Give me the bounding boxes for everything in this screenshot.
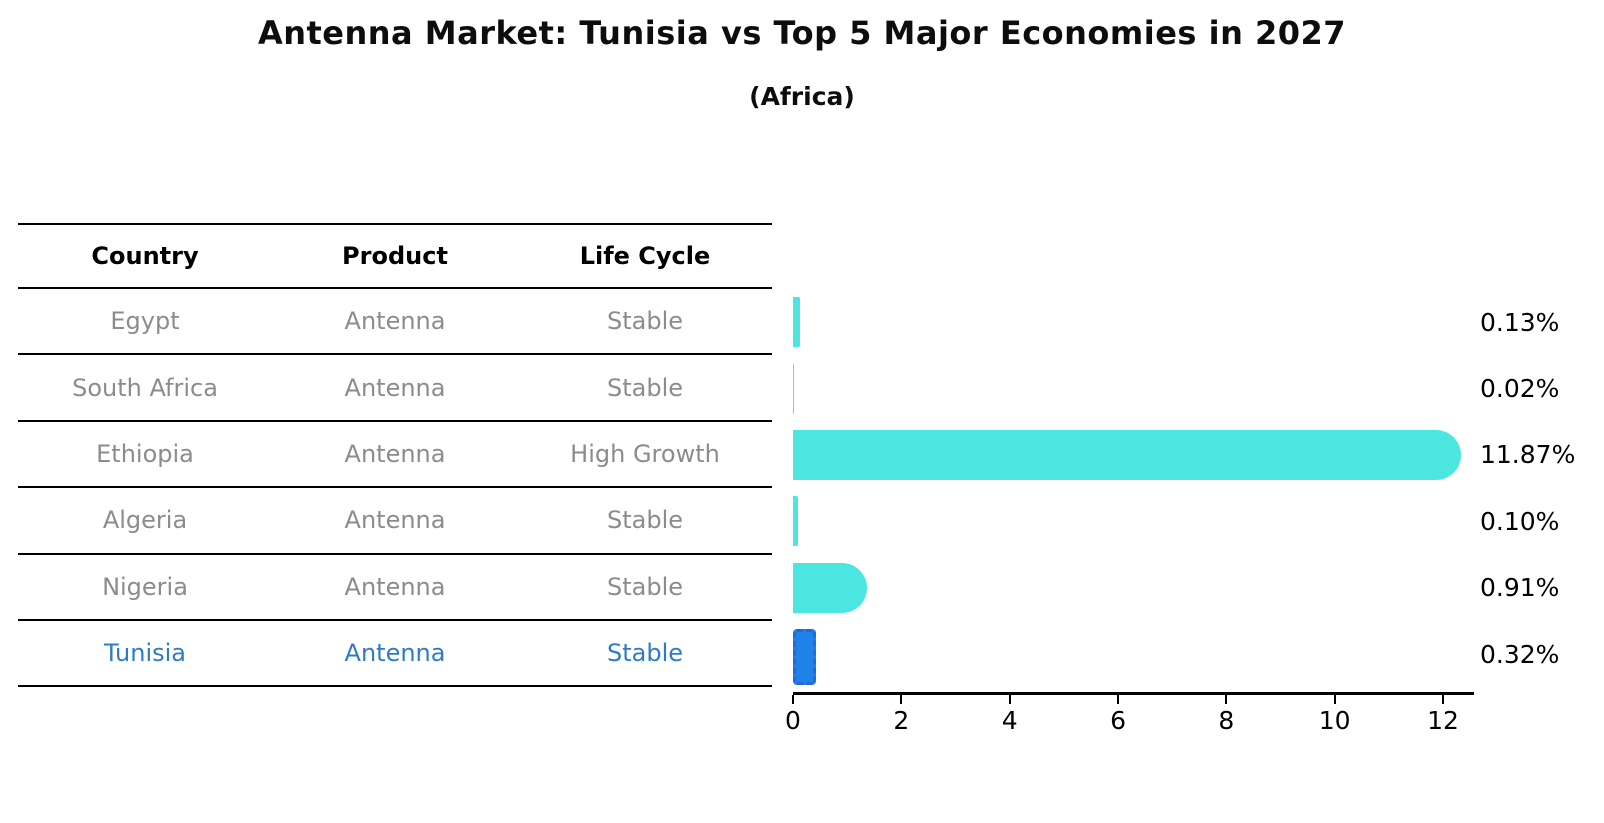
bar-value-label: 11.87% — [1480, 440, 1576, 470]
table-cell-country: Tunisia — [104, 639, 186, 668]
x-axis-tick — [900, 695, 903, 704]
table-cell-country: Ethiopia — [96, 439, 194, 468]
table-cell-lifecycle: Stable — [606, 572, 684, 601]
table-header-country: Country — [91, 242, 199, 270]
bar-value-label: 0.10% — [1480, 506, 1560, 536]
table-cell-country: Nigeria — [102, 572, 188, 601]
chart-subtitle: (Africa) — [749, 82, 855, 111]
table-cell-product: Antenna — [344, 373, 446, 402]
table-cell-lifecycle: Stable — [606, 307, 684, 336]
table-cell-lifecycle: Stable — [606, 373, 684, 402]
bar — [793, 562, 868, 613]
x-axis-tick — [1225, 695, 1228, 704]
x-axis-tick-label: 6 — [1110, 706, 1126, 735]
chart-title: Antenna Market: Tunisia vs Top 5 Major E… — [257, 14, 1347, 52]
bar-value-label: 0.13% — [1480, 307, 1560, 337]
bar — [793, 297, 801, 348]
table-row: South Africa Antenna Stable — [18, 355, 772, 422]
bar-value-label: 0.32% — [1480, 639, 1560, 669]
x-axis-tick — [792, 695, 794, 704]
table-cell-country: Algeria — [102, 506, 188, 535]
table-header-row: Country Product Life Cycle — [18, 225, 772, 289]
table-row: Nigeria Antenna Stable — [18, 555, 772, 621]
bar — [793, 430, 1461, 480]
table-cell-product: Antenna — [344, 572, 446, 601]
table-cell-product: Antenna — [344, 639, 446, 668]
table-body: Egypt Antenna Stable South Africa Antenn… — [18, 289, 772, 688]
x-axis-tick — [1333, 695, 1336, 704]
table-cell-product: Antenna — [344, 307, 446, 336]
table-row: Egypt Antenna Stable — [18, 289, 772, 356]
x-axis-tick — [1008, 695, 1011, 704]
table-cell-product: Antenna — [344, 506, 446, 535]
table-cell-lifecycle: Stable — [606, 639, 684, 668]
x-axis-tick — [1442, 695, 1445, 704]
x-axis-tick-label: 12 — [1427, 706, 1459, 735]
bar-value-label: 0.91% — [1480, 573, 1560, 603]
x-axis-tick-label: 2 — [893, 706, 910, 735]
table-cell-lifecycle: Stable — [606, 506, 684, 535]
x-axis-tick — [1117, 695, 1120, 704]
x-axis-tick-label: 4 — [1001, 706, 1018, 735]
table-cell-lifecycle: High Growth — [570, 439, 720, 468]
bar — [793, 629, 817, 686]
table-cell-country: South Africa — [72, 373, 218, 402]
table-header-lifecycle: Life Cycle — [579, 242, 711, 270]
x-axis-line — [793, 692, 1474, 695]
x-axis-tick-label: 8 — [1218, 706, 1235, 735]
table-cell-product: Antenna — [344, 439, 446, 468]
table-header-product: Product — [342, 242, 448, 270]
bar-value-label: 0.02% — [1480, 374, 1560, 404]
bar — [793, 496, 799, 547]
table-row: Tunisia Antenna Stable — [18, 621, 772, 688]
x-axis-tick-label: 10 — [1318, 706, 1351, 735]
table-row: Algeria Antenna Stable — [18, 488, 772, 555]
table-row: Ethiopia Antenna High Growth — [18, 422, 772, 489]
x-axis-tick-label: 0 — [785, 706, 801, 735]
bar — [793, 363, 795, 414]
country-table: Country Product Life Cycle Egypt Antenna… — [18, 223, 772, 688]
table-cell-country: Egypt — [110, 307, 180, 336]
